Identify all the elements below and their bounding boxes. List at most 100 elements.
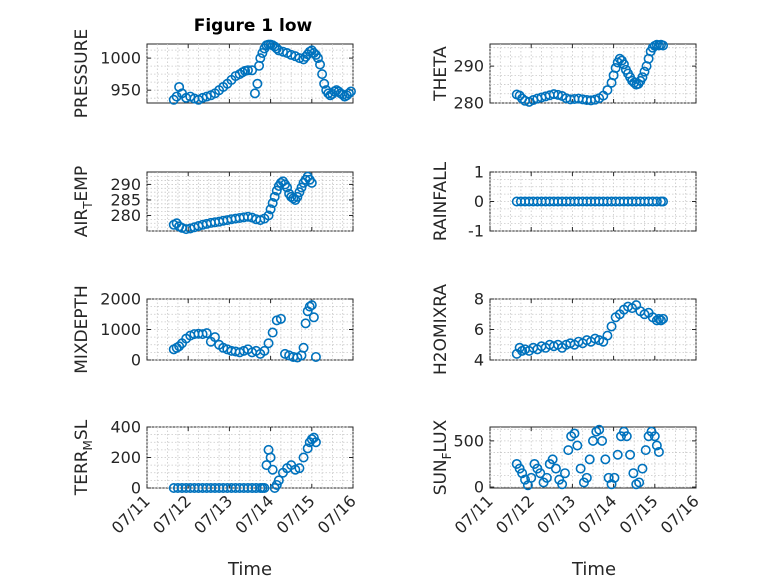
x-tick-label: 07/16 xyxy=(657,491,703,537)
data-point xyxy=(629,77,640,88)
panel-rainfall: -1 0 1 RAINFALL xyxy=(431,161,697,241)
data-point xyxy=(655,315,666,326)
data-point xyxy=(651,315,662,326)
data-point xyxy=(271,185,282,196)
data-point xyxy=(345,86,356,97)
data-point xyxy=(572,440,583,451)
y-tick-label: 1000 xyxy=(100,320,141,339)
y-tick-label: 2000 xyxy=(100,290,141,309)
y-tick-label: 950 xyxy=(110,81,141,100)
y-tick-label: 4 xyxy=(474,351,484,370)
data-point xyxy=(308,312,319,323)
y-axis-label: SUNFLUX xyxy=(431,419,454,495)
y-axis-label: PRESSURE xyxy=(72,29,92,118)
data-point xyxy=(640,445,651,456)
x-tick-label: 07/14 xyxy=(231,491,277,537)
x-tick-label: 07/13 xyxy=(190,491,236,537)
data-point xyxy=(298,452,309,463)
data-point xyxy=(298,342,309,353)
data-point xyxy=(628,468,639,479)
data-point xyxy=(584,454,595,465)
y-axis-label: THETA xyxy=(431,46,451,102)
data-point xyxy=(265,204,276,215)
data-point xyxy=(658,40,669,51)
data-point xyxy=(249,88,260,99)
panel-pressure: 950 1000 PRESSURE xyxy=(72,29,356,118)
y-tick-label: 0 xyxy=(131,351,141,370)
y-tick-label: 0 xyxy=(131,479,141,498)
y-tick-label: 0 xyxy=(474,478,484,497)
data-point xyxy=(171,91,182,102)
y-axis-label: AIRTEMP xyxy=(72,166,95,237)
data-point xyxy=(168,94,179,105)
data-point xyxy=(658,196,669,207)
data-point xyxy=(602,330,613,341)
data-point xyxy=(302,443,313,454)
data-point xyxy=(277,46,288,57)
data-point xyxy=(317,69,328,80)
data-point xyxy=(514,90,525,101)
x-tick-label: 07/12 xyxy=(149,491,195,537)
data-point xyxy=(319,78,330,89)
data-point xyxy=(308,432,319,443)
data-point xyxy=(547,454,558,465)
data-point xyxy=(247,65,258,76)
data-point xyxy=(263,210,274,221)
data-point xyxy=(639,66,650,77)
data-point xyxy=(306,300,317,311)
y-tick-label: 8 xyxy=(474,290,484,309)
data-point xyxy=(292,191,303,202)
data-point xyxy=(306,177,317,188)
data-point xyxy=(265,452,276,463)
data-point xyxy=(304,301,315,312)
y-tick-label: 500 xyxy=(453,431,484,450)
data-point xyxy=(610,62,621,73)
data-point xyxy=(653,313,664,324)
y-tick-label: 200 xyxy=(110,448,141,467)
data-point xyxy=(282,182,293,193)
y-tick-label: 285 xyxy=(110,190,141,209)
data-point xyxy=(597,435,608,446)
data-point xyxy=(637,72,648,83)
data-point xyxy=(552,89,563,100)
data-point xyxy=(649,431,660,442)
y-tick-label: 1000 xyxy=(100,49,141,68)
data-point xyxy=(294,53,305,64)
y-axis-label: MIXDEPTH xyxy=(72,285,92,374)
figure-title: Figure 1 low xyxy=(194,16,313,36)
data-point xyxy=(296,182,307,193)
data-point xyxy=(343,88,354,99)
data-point xyxy=(310,437,321,448)
data-point xyxy=(294,187,305,198)
data-point xyxy=(653,446,664,457)
data-point xyxy=(526,472,537,483)
y-tick-label: 290 xyxy=(110,175,141,194)
x-tick-label: 07/13 xyxy=(533,491,579,537)
data-point xyxy=(520,474,531,485)
y-tick-label: 1 xyxy=(474,163,484,182)
data-point xyxy=(651,440,662,451)
data-point xyxy=(201,91,212,102)
data-point xyxy=(535,468,546,479)
x-tick-label: 07/14 xyxy=(574,491,620,537)
data-point xyxy=(511,348,522,359)
y-tick-label: 0 xyxy=(474,192,484,211)
y-axis-label: H2OMIXRA xyxy=(431,284,451,375)
data-point xyxy=(559,468,570,479)
data-point xyxy=(209,332,220,343)
data-point xyxy=(323,88,334,99)
data-point xyxy=(514,342,525,353)
data-point xyxy=(625,449,636,460)
data-point xyxy=(197,329,208,340)
data-point xyxy=(310,351,321,362)
data-point xyxy=(271,479,282,490)
data-point xyxy=(550,463,561,474)
data-point xyxy=(267,198,278,209)
data-point xyxy=(294,463,305,474)
data-point xyxy=(275,313,286,324)
data-point xyxy=(634,477,645,488)
data-point xyxy=(621,431,632,442)
